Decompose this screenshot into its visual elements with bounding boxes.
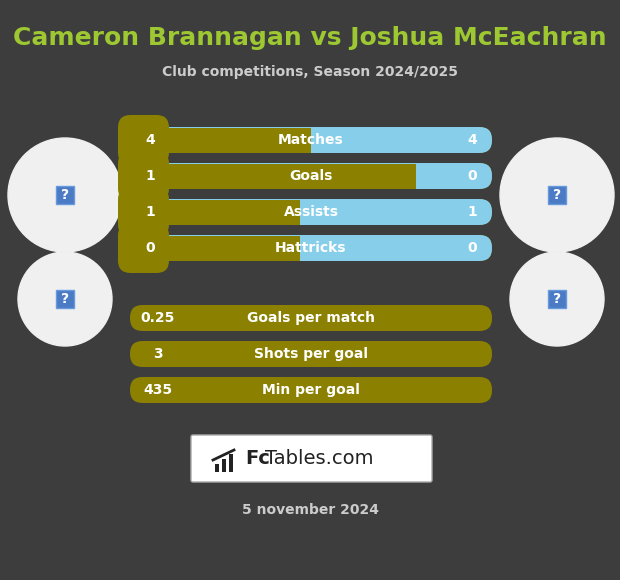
Text: Club competitions, Season 2024/2025: Club competitions, Season 2024/2025 [162,65,458,79]
Bar [215,464,219,472]
Text: Assists: Assists [283,205,339,219]
Text: 5 november 2024: 5 november 2024 [242,503,378,517]
FancyBboxPatch shape [130,305,492,331]
FancyBboxPatch shape [130,127,492,153]
Text: ?: ? [553,188,561,202]
Text: Goals: Goals [290,169,333,183]
FancyBboxPatch shape [143,164,416,188]
Circle shape [500,138,614,252]
FancyBboxPatch shape [548,290,566,308]
FancyBboxPatch shape [130,235,492,261]
Text: 1: 1 [145,169,155,183]
Text: 1: 1 [145,205,155,219]
FancyBboxPatch shape [130,235,492,261]
Text: Fc: Fc [245,449,270,468]
FancyBboxPatch shape [548,186,566,204]
Text: ?: ? [553,292,561,306]
FancyBboxPatch shape [143,200,300,224]
Text: Goals per match: Goals per match [247,311,375,325]
Text: Min per goal: Min per goal [262,383,360,397]
Text: Cameron Brannagan vs Joshua McEachran: Cameron Brannagan vs Joshua McEachran [13,26,607,50]
Text: 435: 435 [143,383,172,397]
FancyBboxPatch shape [143,128,311,153]
FancyBboxPatch shape [118,115,169,165]
Text: Matches: Matches [278,133,344,147]
Circle shape [510,252,604,346]
Circle shape [8,138,122,252]
Text: Tables.com: Tables.com [265,449,373,468]
Circle shape [18,252,112,346]
FancyBboxPatch shape [130,377,492,403]
Text: 0.25: 0.25 [141,311,175,325]
FancyBboxPatch shape [130,341,492,367]
FancyBboxPatch shape [118,223,169,273]
Text: Hattricks: Hattricks [275,241,347,255]
FancyBboxPatch shape [118,151,169,201]
Text: 3: 3 [153,347,163,361]
Text: ?: ? [61,188,69,202]
FancyBboxPatch shape [130,199,492,225]
FancyBboxPatch shape [130,163,492,189]
Text: ?: ? [61,292,69,306]
Text: 1: 1 [467,205,477,219]
Bar [229,454,233,472]
Bar [222,459,226,472]
FancyBboxPatch shape [130,127,492,153]
Text: 0: 0 [467,241,477,255]
Text: 0: 0 [467,169,477,183]
FancyBboxPatch shape [130,163,492,189]
FancyBboxPatch shape [191,435,432,482]
FancyBboxPatch shape [56,186,74,204]
Text: 4: 4 [467,133,477,147]
Text: Shots per goal: Shots per goal [254,347,368,361]
FancyBboxPatch shape [118,187,169,237]
Text: 0: 0 [145,241,155,255]
Text: 4: 4 [145,133,155,147]
FancyBboxPatch shape [56,290,74,308]
FancyBboxPatch shape [143,235,300,260]
FancyBboxPatch shape [130,199,492,225]
